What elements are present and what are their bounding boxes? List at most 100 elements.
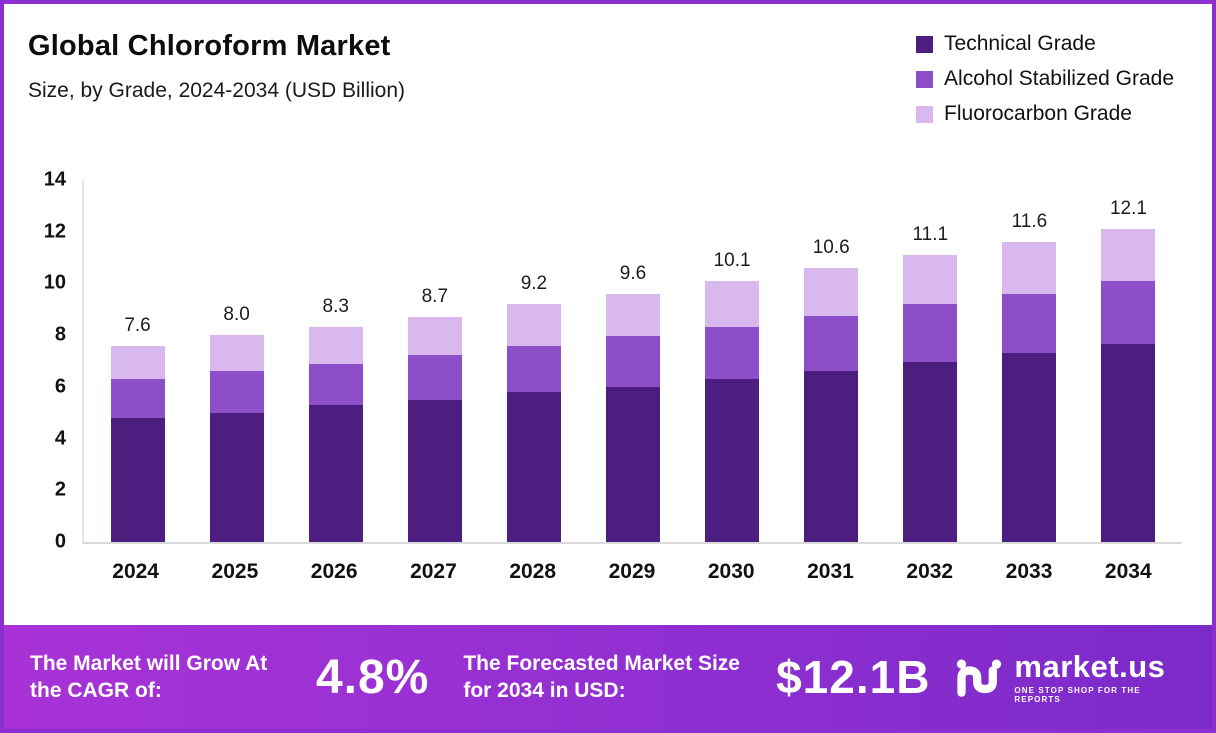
bar-group: 11.1 (881, 180, 980, 542)
bar-segment-technical-grade (705, 379, 760, 542)
bar-segment-technical-grade (308, 404, 363, 542)
legend-swatch (916, 105, 934, 123)
footer-banner: The Market will Grow At the CAGR of: 4.8… (4, 625, 1212, 729)
x-axis-label: 2030 (707, 560, 755, 583)
bar-segment-alcohol-stabilized-grade (209, 371, 264, 413)
cagr-label: The Market will Grow At the CAGR of: (30, 651, 268, 702)
bar-segment-alcohol-stabilized-grade (1002, 293, 1057, 354)
stacked-bar (903, 180, 958, 542)
bar-total-label: 9.2 (520, 273, 548, 295)
brand-tagline: ONE STOP SHOP FOR THE REPORTS (1014, 685, 1141, 704)
y-tick-label: 8 (54, 323, 66, 346)
bar-segment-technical-grade (606, 386, 661, 542)
bar-group: 8.0 (187, 180, 286, 542)
bar-segment-technical-grade (1002, 353, 1057, 542)
bar-segment-fluorocarbon-grade (1101, 229, 1156, 281)
bar-segment-technical-grade (506, 392, 561, 542)
bar-total-label: 10.6 (812, 236, 850, 258)
bar-group: 10.6 (782, 180, 881, 542)
y-tick-label: 10 (43, 271, 66, 294)
chart-subtitle: Size, by Grade, 2024-2034 (USD Billion) (28, 79, 406, 102)
legend-label: Fluorocarbon Grade (944, 102, 1132, 125)
stacked-bar (308, 180, 363, 542)
bar-segment-alcohol-stabilized-grade (506, 345, 561, 393)
bar-group: 8.7 (385, 180, 484, 542)
bar-segment-alcohol-stabilized-grade (1101, 280, 1156, 345)
chart: 0 2 4 6 8 10 12 14 7.6 8.0 8.3 8.7 9.2 9.6 10.1 10.6 11… (28, 169, 1182, 553)
plot-column: 7.6 8.0 8.3 8.7 9.2 9.6 10.1 10.6 11.1 11.6 12.1 (82, 180, 1182, 544)
legend-item: Technical Grade (916, 32, 1174, 56)
bar-segment-alcohol-stabilized-grade (407, 354, 462, 400)
y-tick-label: 4 (54, 427, 66, 450)
market-us-logo-icon (956, 657, 1002, 697)
legend-item: Fluorocarbon Grade (916, 102, 1174, 126)
stacked-bar (1101, 180, 1156, 542)
bar-total-label: 11.6 (1011, 211, 1048, 233)
x-axis: 2024 2025 2026 2027 2028 2029 2030 2031 2032 2033… (82, 560, 1182, 584)
x-axis-label: 2031 (807, 560, 854, 583)
legend-label: Technical Grade (944, 32, 1096, 55)
y-tick-label: 12 (43, 220, 66, 243)
bar-group: 9.6 (583, 180, 682, 542)
legend-label: Alcohol Stabilized Grade (944, 67, 1174, 90)
bar-segment-fluorocarbon-grade (606, 293, 661, 337)
bar-segment-technical-grade (407, 399, 462, 542)
legend-item: Alcohol Stabilized Grade (916, 67, 1174, 91)
bar-total-label: 11.1 (912, 224, 949, 245)
bar-segment-fluorocarbon-grade (308, 327, 363, 364)
bar-segment-fluorocarbon-grade (903, 255, 958, 305)
forecast-value: $12.1B (776, 651, 931, 703)
y-tick-label: 0 (54, 530, 66, 553)
legend-swatch (916, 70, 934, 88)
bar-segment-fluorocarbon-grade (705, 280, 760, 328)
stacked-bar (110, 180, 165, 542)
y-tick-label: 2 (54, 478, 66, 501)
x-axis-label: 2034 (1104, 560, 1152, 583)
y-tick-label: 14 (43, 168, 66, 191)
bar-group: 7.6 (88, 180, 187, 542)
stacked-bar (407, 180, 462, 542)
y-tick-label: 6 (54, 375, 66, 398)
bar-group: 9.2 (484, 180, 583, 542)
bar-group: 11.6 (980, 180, 1079, 542)
x-axis-label: 2028 (509, 560, 557, 583)
x-axis-label: 2027 (410, 560, 457, 583)
titles: Global Chloroform Market Size, by Grade,… (28, 22, 405, 103)
bar-total-label: 9.6 (619, 262, 647, 284)
stacked-bar (804, 180, 859, 542)
bar-total-label: 10.1 (713, 249, 751, 271)
bar-segment-fluorocarbon-grade (506, 304, 561, 346)
stacked-bar (1002, 180, 1057, 542)
bar-group: 10.1 (683, 180, 782, 542)
plot-area: 7.6 8.0 8.3 8.7 9.2 9.6 10.1 10.6 11.1 11.6 12.1 (82, 180, 1182, 544)
bar-group: 12.1 (1079, 180, 1178, 542)
bar-segment-alcohol-stabilized-grade (110, 379, 165, 418)
chart-header: Global Chloroform Market Size, by Grade,… (28, 22, 1182, 126)
bar-total-label: 12.1 (1109, 198, 1147, 220)
stacked-bar (506, 180, 561, 542)
x-axis-label: 2024 (112, 560, 159, 583)
bar-segment-fluorocarbon-grade (407, 317, 462, 355)
bar-segment-fluorocarbon-grade (209, 335, 264, 372)
bar-segment-alcohol-stabilized-grade (903, 304, 958, 363)
bar-group: 8.3 (286, 180, 385, 542)
brand-logo: market.us ONE STOP SHOP FOR THE REPORTS (956, 651, 1180, 704)
y-axis: 0 2 4 6 8 10 12 14 (28, 169, 82, 553)
legend-swatch (916, 35, 934, 53)
forecast-label: The Forecasted Market Size for 2034 in U… (463, 651, 740, 702)
bar-segment-fluorocarbon-grade (110, 345, 165, 380)
bar-segment-fluorocarbon-grade (1002, 242, 1057, 294)
x-axis-label: 2033 (1005, 560, 1053, 583)
stacked-bar (705, 180, 760, 542)
chart-section: Global Chloroform Market Size, by Grade,… (4, 4, 1212, 625)
bar-total-label: 8.3 (322, 296, 349, 318)
bar-total-label: 8.0 (223, 304, 250, 326)
x-axis-label: 2032 (906, 560, 954, 583)
x-axis-label: 2029 (608, 560, 656, 583)
bar-segment-technical-grade (110, 417, 165, 542)
x-axis-label: 2026 (310, 560, 358, 583)
bar-segment-alcohol-stabilized-grade (804, 315, 859, 372)
bar-total-label: 8.7 (421, 286, 449, 308)
stacked-bar (606, 180, 661, 542)
